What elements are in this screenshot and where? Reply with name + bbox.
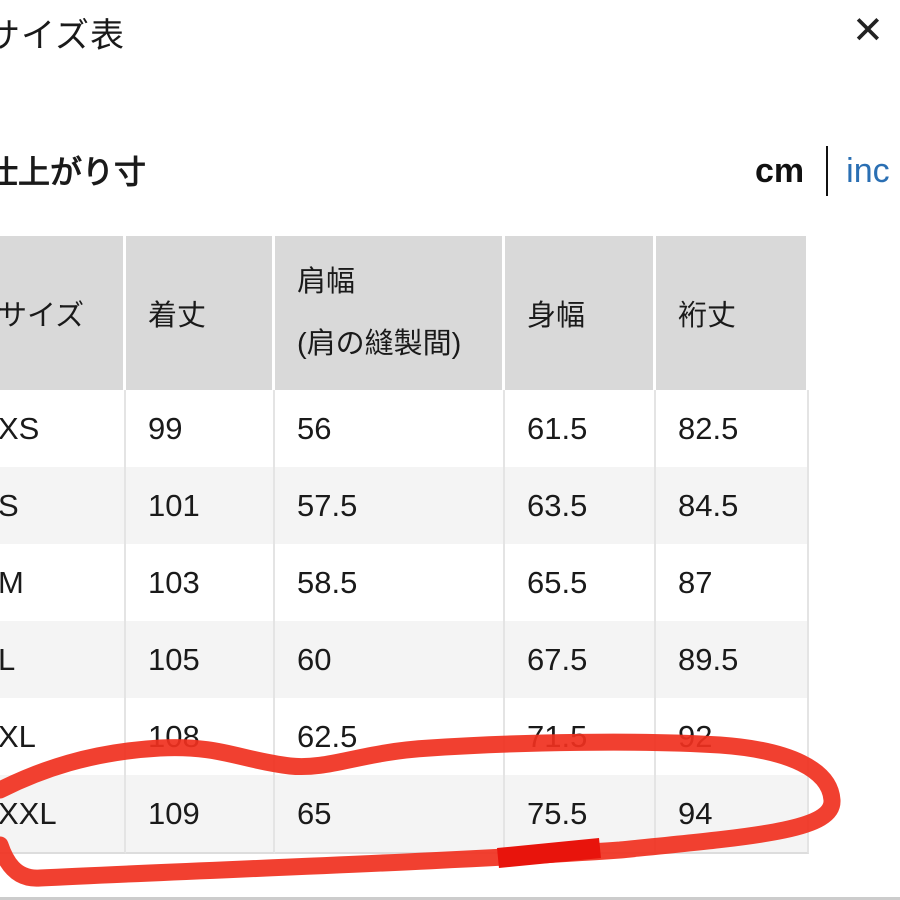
table-row: M 103 58.5 65.5 87 (0, 544, 809, 621)
cell-length: 103 (126, 544, 275, 621)
cell-sleeve: 94 (656, 775, 809, 854)
cell-shoulder: 60 (275, 621, 505, 698)
table-row: XS 99 56 61.5 82.5 (0, 390, 809, 467)
header-chest: 身幅 (505, 236, 656, 390)
table-row: L 105 60 67.5 89.5 (0, 621, 809, 698)
size-table: サイズ 着丈 肩幅 (肩の縫製間) 身幅 裄丈 XS 99 56 61.5 82.5 S 1… (0, 236, 809, 854)
cell-sleeve: 84.5 (656, 467, 809, 544)
dialog-title: サイズ表 (0, 16, 125, 56)
cell-sleeve: 92 (656, 698, 809, 775)
cell-shoulder: 62.5 (275, 698, 505, 775)
unit-cm-button[interactable]: cm (755, 151, 805, 190)
cell-chest: 71.5 (505, 698, 656, 775)
unit-toggle: cm inc (755, 146, 890, 196)
cell-length: 101 (126, 467, 275, 544)
header-length: 着丈 (126, 236, 275, 390)
close-icon[interactable]: ✕ (852, 10, 884, 52)
header-size: サイズ (0, 236, 126, 390)
cell-sleeve: 82.5 (656, 390, 809, 467)
cell-length: 105 (126, 621, 275, 698)
section-title: 仕上がり寸 (0, 153, 147, 191)
header-sleeve: 裄丈 (656, 236, 809, 390)
cell-chest: 75.5 (505, 775, 656, 854)
cell-shoulder: 57.5 (275, 467, 505, 544)
cell-chest: 67.5 (505, 621, 656, 698)
cell-size: S (0, 467, 126, 544)
cell-size: L (0, 621, 126, 698)
header-shoulder: 肩幅 (肩の縫製間) (275, 236, 505, 390)
table-row: S 101 57.5 63.5 84.5 (0, 467, 809, 544)
header-shoulder-note: (肩の縫製間) (297, 328, 462, 360)
cell-sleeve: 87 (656, 544, 809, 621)
cell-length: 108 (126, 698, 275, 775)
cell-shoulder: 56 (275, 390, 505, 467)
table-header-row: サイズ 着丈 肩幅 (肩の縫製間) 身幅 裄丈 (0, 236, 809, 390)
cell-chest: 63.5 (505, 467, 656, 544)
bottom-divider (0, 897, 900, 900)
unit-inch-button[interactable]: inc (846, 151, 890, 190)
table-row: XL 108 62.5 71.5 92 (0, 698, 809, 775)
cell-size: XS (0, 390, 126, 467)
cell-chest: 61.5 (505, 390, 656, 467)
cell-size: XXL (0, 775, 126, 854)
cell-size: M (0, 544, 126, 621)
table-row: XXL 109 65 75.5 94 (0, 775, 809, 854)
cell-size: XL (0, 698, 126, 775)
cell-shoulder: 65 (275, 775, 505, 854)
header-shoulder-label: 肩幅 (297, 266, 356, 298)
unit-divider (826, 146, 829, 196)
cell-chest: 65.5 (505, 544, 656, 621)
cell-length: 109 (126, 775, 275, 854)
cell-sleeve: 89.5 (656, 621, 809, 698)
cell-shoulder: 58.5 (275, 544, 505, 621)
cell-length: 99 (126, 390, 275, 467)
